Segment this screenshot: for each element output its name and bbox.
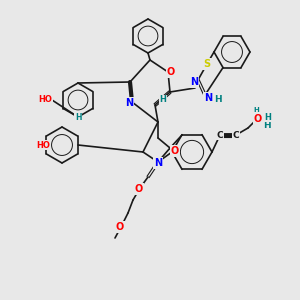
Text: H: H — [214, 94, 222, 103]
Text: H: H — [263, 121, 271, 130]
Text: H: H — [75, 112, 81, 122]
Text: N: N — [154, 158, 162, 168]
Text: O: O — [135, 184, 143, 194]
Text: O: O — [167, 67, 175, 77]
Text: C: C — [233, 130, 239, 140]
Text: O: O — [171, 146, 179, 156]
Text: N: N — [125, 98, 133, 108]
Text: H: H — [253, 107, 259, 113]
Text: N: N — [190, 77, 198, 87]
Text: HO: HO — [36, 140, 50, 149]
Text: H: H — [265, 112, 272, 122]
Text: HO: HO — [38, 95, 52, 104]
Text: C: C — [217, 130, 223, 140]
Text: H: H — [160, 95, 167, 104]
Text: O: O — [116, 222, 124, 232]
Text: S: S — [203, 59, 211, 69]
Text: N: N — [204, 93, 212, 103]
Text: O: O — [254, 114, 262, 124]
